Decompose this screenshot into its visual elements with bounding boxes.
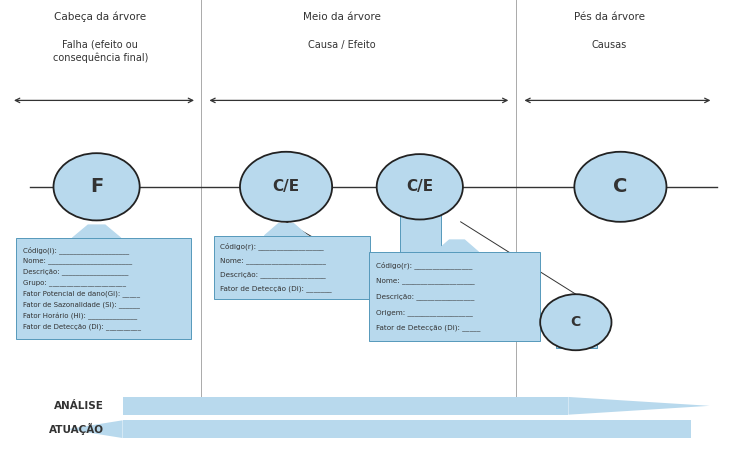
- Text: Origem: __________________: Origem: __________________: [376, 309, 473, 316]
- Polygon shape: [435, 240, 478, 252]
- Text: Meio da árvore: Meio da árvore: [303, 12, 380, 21]
- Text: Falha (efeito ou
consequência final): Falha (efeito ou consequência final): [53, 40, 148, 63]
- Text: C/E: C/E: [406, 179, 433, 194]
- Ellipse shape: [240, 152, 332, 222]
- Text: F: F: [90, 177, 103, 196]
- Polygon shape: [568, 397, 710, 415]
- Text: Descrição: ___________________: Descrição: ___________________: [23, 269, 129, 275]
- Text: Fator de Detecção (Di): _______: Fator de Detecção (Di): _______: [220, 285, 332, 291]
- Bar: [400, 212, 441, 255]
- Text: C: C: [613, 177, 628, 196]
- Bar: [556, 319, 597, 348]
- Text: Causas: Causas: [591, 40, 627, 50]
- Text: Nome: ______________________: Nome: ______________________: [220, 257, 326, 264]
- Text: Pés da árvore: Pés da árvore: [574, 12, 645, 21]
- Text: Fator de Sazonalidade (Si): ______: Fator de Sazonalidade (Si): ______: [23, 302, 140, 308]
- Text: Fator de Detecção (Di): __________: Fator de Detecção (Di): __________: [23, 324, 141, 331]
- Text: Nome: ________________________: Nome: ________________________: [23, 257, 132, 264]
- Text: Causa / Efeito: Causa / Efeito: [308, 40, 376, 50]
- Text: Cabeça da árvore: Cabeça da árvore: [54, 12, 146, 22]
- Bar: [123, 420, 691, 438]
- Text: Código(r): ________________: Código(r): ________________: [376, 262, 473, 269]
- Ellipse shape: [53, 153, 140, 220]
- Text: Código(i): ____________________: Código(i): ____________________: [23, 246, 129, 254]
- Ellipse shape: [540, 294, 611, 350]
- Text: Descrição: ________________: Descrição: ________________: [376, 293, 475, 300]
- Bar: [16, 238, 191, 339]
- Text: Fator Horário (Hi): ______________: Fator Horário (Hi): ______________: [23, 312, 137, 319]
- Polygon shape: [67, 420, 123, 438]
- Text: Descrição: __________________: Descrição: __________________: [220, 271, 326, 278]
- Text: C/E: C/E: [273, 179, 299, 194]
- Text: ANÁLISE: ANÁLISE: [54, 401, 104, 411]
- Text: Fator de Detecção (Di): _____: Fator de Detecção (Di): _____: [376, 325, 481, 331]
- Ellipse shape: [574, 152, 666, 222]
- Polygon shape: [265, 224, 308, 236]
- Polygon shape: [405, 202, 435, 212]
- Text: ATUAÇÃO: ATUAÇÃO: [49, 423, 104, 435]
- Polygon shape: [72, 225, 120, 238]
- Polygon shape: [562, 311, 590, 319]
- Bar: [369, 252, 540, 341]
- Text: Código(r): __________________: Código(r): __________________: [220, 243, 324, 250]
- Text: Grupo: ______________________: Grupo: ______________________: [23, 279, 126, 286]
- Bar: [123, 397, 568, 415]
- Text: Fator Potencial de dano(Gi): _____: Fator Potencial de dano(Gi): _____: [23, 290, 140, 297]
- Text: C: C: [571, 315, 581, 329]
- Ellipse shape: [377, 154, 463, 219]
- Bar: [214, 236, 370, 299]
- Text: Nome: ____________________: Nome: ____________________: [376, 277, 475, 284]
